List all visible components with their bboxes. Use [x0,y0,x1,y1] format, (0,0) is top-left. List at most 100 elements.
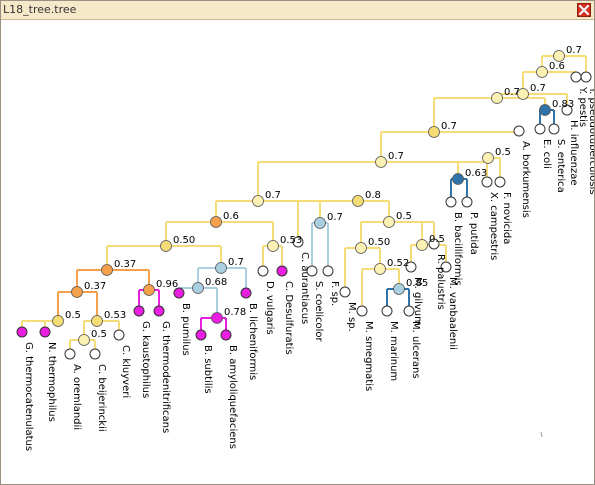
support-label: 0.50 [173,235,195,246]
leaf-label: M. vanbaalenii [447,277,458,350]
support-label: 0.96 [156,279,178,290]
leaf-label: M. ulcerans [410,321,421,379]
support-label: 0.7 [228,257,244,268]
support-label: 0.7 [530,83,546,94]
leaf-node [481,176,493,188]
leaf-label: H. influenzae [568,120,579,185]
leaf-label: G. kaustophilus [140,321,151,398]
leaf-node [445,196,457,208]
leaf-node [440,261,452,273]
leaf-node [276,265,288,277]
leaf-label: Y. pestis [577,86,588,127]
leaf-label: X. campestris [488,192,499,260]
leaf-node [339,286,351,298]
close-icon [578,4,590,16]
support-label: 0.53 [280,235,302,246]
leaf-label: N. thermophilus [46,342,57,422]
leaf-label: E. coli [541,139,552,169]
leaf-node [548,123,560,135]
support-label: 0.68 [205,277,227,288]
leaf-node [220,329,232,341]
support-label: 0.5 [396,211,412,222]
internal-node [517,88,529,100]
internal-node [160,240,172,252]
leaf-label: M. smegmatis [363,321,374,391]
leaf-label: Y. pseudotuberculosis [587,86,594,195]
internal-node [383,216,395,228]
leaf-node [381,305,393,317]
leaf-node [153,305,165,317]
leaf-label: B. amyloliquefaciens [227,345,238,449]
internal-node [536,66,548,78]
leaf-node [405,261,417,273]
leaf-label: B. licheniformis [247,303,258,380]
support-label: 0.5 [495,147,511,158]
support-label: 0.7 [265,190,281,201]
support-label: 0.53 [104,310,126,321]
support-label: 0.6 [549,61,565,72]
leaf-label: C. kluyveri [120,345,131,398]
internal-node [91,315,103,327]
leaf-label: P. putida [468,212,479,255]
internal-node [211,312,223,324]
leaf-label: G. thermocatenulatus [23,342,34,451]
leaf-label: B. pumilus [180,303,191,356]
leaf-node [306,265,318,277]
window-title: L18_tree.tree [3,3,77,16]
support-label: 0.5 [429,234,445,245]
internal-node [553,50,565,62]
phylogenetic-tree: G. thermocatenulatus N. thermophilus A. or… [16,45,594,451]
title-bar[interactable]: L18_tree.tree [1,1,594,20]
leaf-node [133,305,145,317]
leaf-label: M. gilvum [412,277,423,326]
leaf-node [561,104,573,116]
support-label: 0.7 [327,212,343,223]
internal-node [215,262,227,274]
leaf-node [173,287,185,299]
leaf-node [494,176,506,188]
close-button[interactable] [577,3,591,17]
leaf-node [64,348,76,360]
leaf-label: D. vulgaris [264,281,275,335]
internal-node [393,283,405,295]
stray-mark [540,431,543,438]
tree-nodes [16,50,592,360]
leaf-label: A. oremlandii [71,364,82,430]
leaf-label: G. thermodenitrificans [160,321,171,433]
leaf-node [403,305,415,317]
internal-node [352,195,364,207]
internal-node [52,315,64,327]
internal-node [482,152,494,164]
leaf-node [89,348,101,360]
leaf-node [113,329,125,341]
tree-labels: G. thermocatenulatus N. thermophilus A. or… [23,45,594,451]
internal-node [374,263,386,275]
leaf-label: F. novicida [501,192,512,244]
support-label: 0.7 [441,121,457,132]
support-label: 0.7 [504,87,520,98]
leaf-node [580,71,592,83]
leaf-label: C. beijerinckii [96,364,107,432]
support-label: 0.63 [465,168,487,179]
leaf-label: S. enterica [555,139,566,193]
tree-canvas[interactable]: G. thermocatenulatus N. thermophilus A. or… [1,20,594,484]
leaf-node [257,265,269,277]
leaf-node [292,236,304,248]
leaf-label: C. aurantiacus [299,252,310,324]
support-label: 0.5 [65,310,81,321]
support-label: 0.50 [368,237,390,248]
leaf-node [240,287,252,299]
internal-node [375,156,387,168]
support-label: 0.7 [388,151,404,162]
internal-node [78,334,90,346]
support-label: 0.78 [224,307,246,318]
internal-node [355,242,367,254]
support-label: 0.37 [114,259,136,270]
leaf-label: B. subtilis [202,345,213,394]
leaf-label: M. marinum [388,321,399,381]
support-label: 0.6 [223,211,239,222]
leaf-label: S. coelicolor [313,281,324,343]
internal-node [143,284,155,296]
support-label: 0.52 [387,258,409,269]
